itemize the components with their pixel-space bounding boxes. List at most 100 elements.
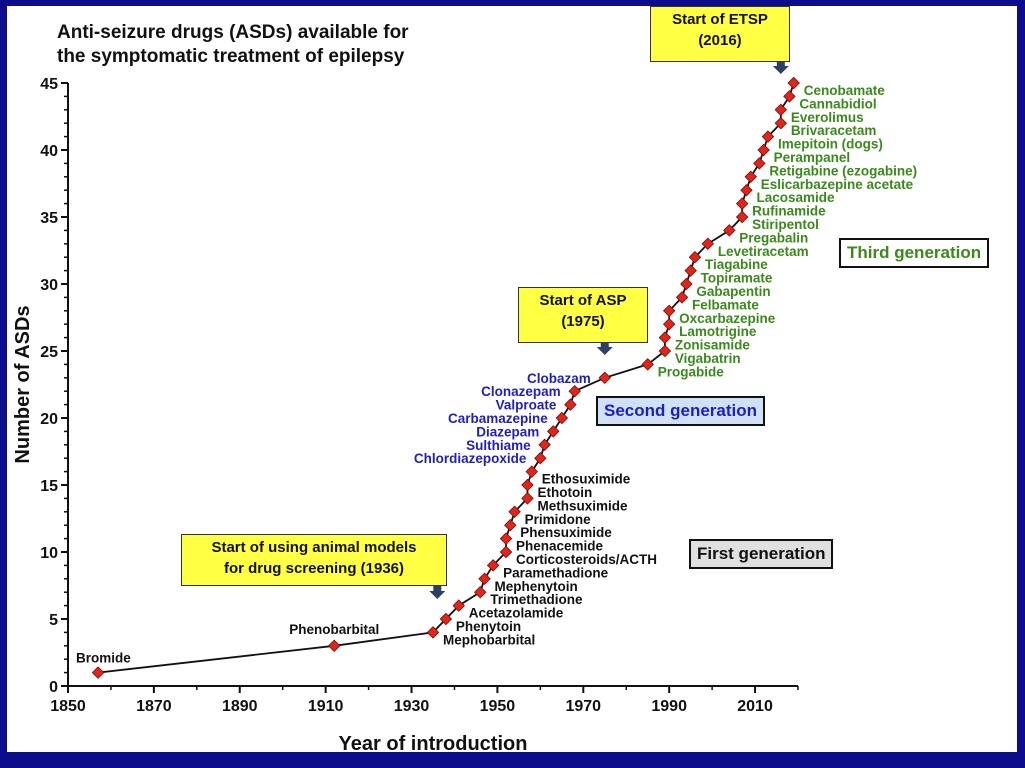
data-label: Lamotrigine xyxy=(679,324,757,339)
data-label: Phenacemide xyxy=(516,539,604,554)
data-label: Vigabatrin xyxy=(675,351,741,366)
data-label: Corticosteroids/ACTH xyxy=(516,552,657,567)
callout-animal-models: Start of using animal models for drug sc… xyxy=(181,534,447,586)
data-label: Phenytoin xyxy=(456,619,521,634)
x-tick-label: 1910 xyxy=(308,698,344,715)
data-label: Phensuximide xyxy=(520,525,612,540)
data-label: Primidone xyxy=(525,512,592,527)
data-label: Rufinamide xyxy=(752,204,826,219)
data-label: Clobazam xyxy=(527,371,591,386)
data-point xyxy=(774,116,788,130)
x-axis-label: Year of introduction xyxy=(339,733,528,752)
data-point xyxy=(521,492,534,505)
data-point xyxy=(774,103,788,117)
callout-animal-models-line-2: for drug screening (1936) xyxy=(223,560,405,577)
data-label: Ethosuximide xyxy=(542,472,631,487)
data-point xyxy=(701,237,715,251)
data-label: Cenobamate xyxy=(804,83,886,98)
data-label: Zonisamide xyxy=(675,338,751,353)
data-label: Acetazolamide xyxy=(469,606,564,621)
y-tick-label: 20 xyxy=(40,411,58,428)
data-label: Trimethadione xyxy=(490,592,583,607)
data-point xyxy=(499,545,513,559)
y-tick-label: 15 xyxy=(40,478,58,495)
data-point xyxy=(735,210,749,224)
data-label: Felbamate xyxy=(692,297,759,312)
data-point xyxy=(486,559,500,572)
data-label: Stiripentol xyxy=(752,217,819,232)
y-tick-label: 40 xyxy=(40,143,58,160)
data-label: Topiramate xyxy=(701,271,773,286)
data-point xyxy=(439,612,453,626)
data-point xyxy=(675,291,689,304)
data-point xyxy=(757,143,770,157)
data-label: Chlordiazepoxide xyxy=(414,451,527,466)
data-label: Carbamazepine xyxy=(448,411,548,426)
data-label: Mephenytoin xyxy=(495,579,578,594)
data-point xyxy=(564,398,577,411)
data-point xyxy=(478,572,491,586)
x-tick-label: 1950 xyxy=(480,698,516,715)
data-point xyxy=(91,666,105,679)
data-label: Mephobarbital xyxy=(443,632,535,647)
x-tick-label: 1970 xyxy=(565,698,601,715)
data-label: Perampanel xyxy=(774,150,851,165)
callout-etsp-line-2: (2016) xyxy=(698,32,742,49)
data-point xyxy=(658,344,672,358)
callout-asp-line-2: (1975) xyxy=(561,313,605,330)
callout-asp-line-1: Start of ASP xyxy=(539,292,627,309)
data-point xyxy=(499,532,513,545)
data-point xyxy=(426,626,440,639)
data-label: Tiagabine xyxy=(705,257,768,272)
callout-animal-models-line-1: Start of using animal models xyxy=(211,539,417,556)
data-point xyxy=(744,170,757,184)
data-label: Pregabalin xyxy=(739,230,808,245)
data-point xyxy=(753,157,766,170)
data-label: Eslicarbazepine acetate xyxy=(761,177,914,192)
callout-etsp: Start of ETSP (2016) xyxy=(650,6,790,62)
data-point xyxy=(740,183,753,197)
data-point xyxy=(641,358,654,371)
x-tick-label: 1930 xyxy=(394,698,430,715)
data-point xyxy=(328,639,341,653)
y-tick-label: 30 xyxy=(40,277,58,294)
data-label: Gabapentin xyxy=(696,284,770,299)
data-point xyxy=(547,425,560,438)
x-tick-label: 1850 xyxy=(50,698,86,715)
data-label: Imepitoin (dogs) xyxy=(778,137,883,152)
data-point xyxy=(452,599,465,612)
arrow-etsp-icon xyxy=(772,59,789,74)
callout-asp: Start of ASP (1975) xyxy=(518,287,648,343)
data-point xyxy=(521,478,534,492)
y-axis-label: Number of ASDs xyxy=(12,305,34,463)
data-label: Ethotoin xyxy=(537,485,592,500)
arrow-asp-icon xyxy=(596,340,613,355)
x-tick-label: 2010 xyxy=(737,698,773,715)
data-point xyxy=(538,438,551,452)
data-label: Phenobarbital xyxy=(289,622,379,637)
chart-title: Anti-seizure drugs (ASDs) available for … xyxy=(57,21,409,69)
data-point xyxy=(504,518,517,532)
data-label: Lacosamide xyxy=(756,190,835,205)
data-label: Brivaracetam xyxy=(791,123,877,138)
data-point xyxy=(662,317,676,331)
x-tick-label: 1990 xyxy=(651,698,687,715)
x-tick-label: 1890 xyxy=(222,698,258,715)
y-tick-label: 25 xyxy=(40,344,58,361)
callout-etsp-line-1: Start of ETSP xyxy=(672,11,768,28)
y-tick-label: 5 xyxy=(49,612,58,629)
chart-title-line-1: Anti-seizure drugs (ASDs) available for xyxy=(57,22,409,43)
chart: 0 5 10 15 20 25 30 35 40 45 1850 1870 1890 1910 1930 19… xyxy=(12,59,917,752)
data-point xyxy=(723,224,736,237)
data-label: Retigabine (ezogabine) xyxy=(769,163,917,178)
data-label: Valproate xyxy=(496,398,557,413)
data-label: Oxcarbazepine xyxy=(679,311,776,326)
data-point xyxy=(555,411,569,425)
data-point xyxy=(783,90,796,103)
data-point xyxy=(508,505,521,519)
data-label: Cannabidiol xyxy=(799,96,876,111)
data-label: Progabide xyxy=(658,364,725,379)
data-point xyxy=(688,250,702,264)
chart-title-line-2: the symptomatic treatment of epilepsy xyxy=(57,46,405,67)
data-label: Clonazepam xyxy=(481,384,561,399)
